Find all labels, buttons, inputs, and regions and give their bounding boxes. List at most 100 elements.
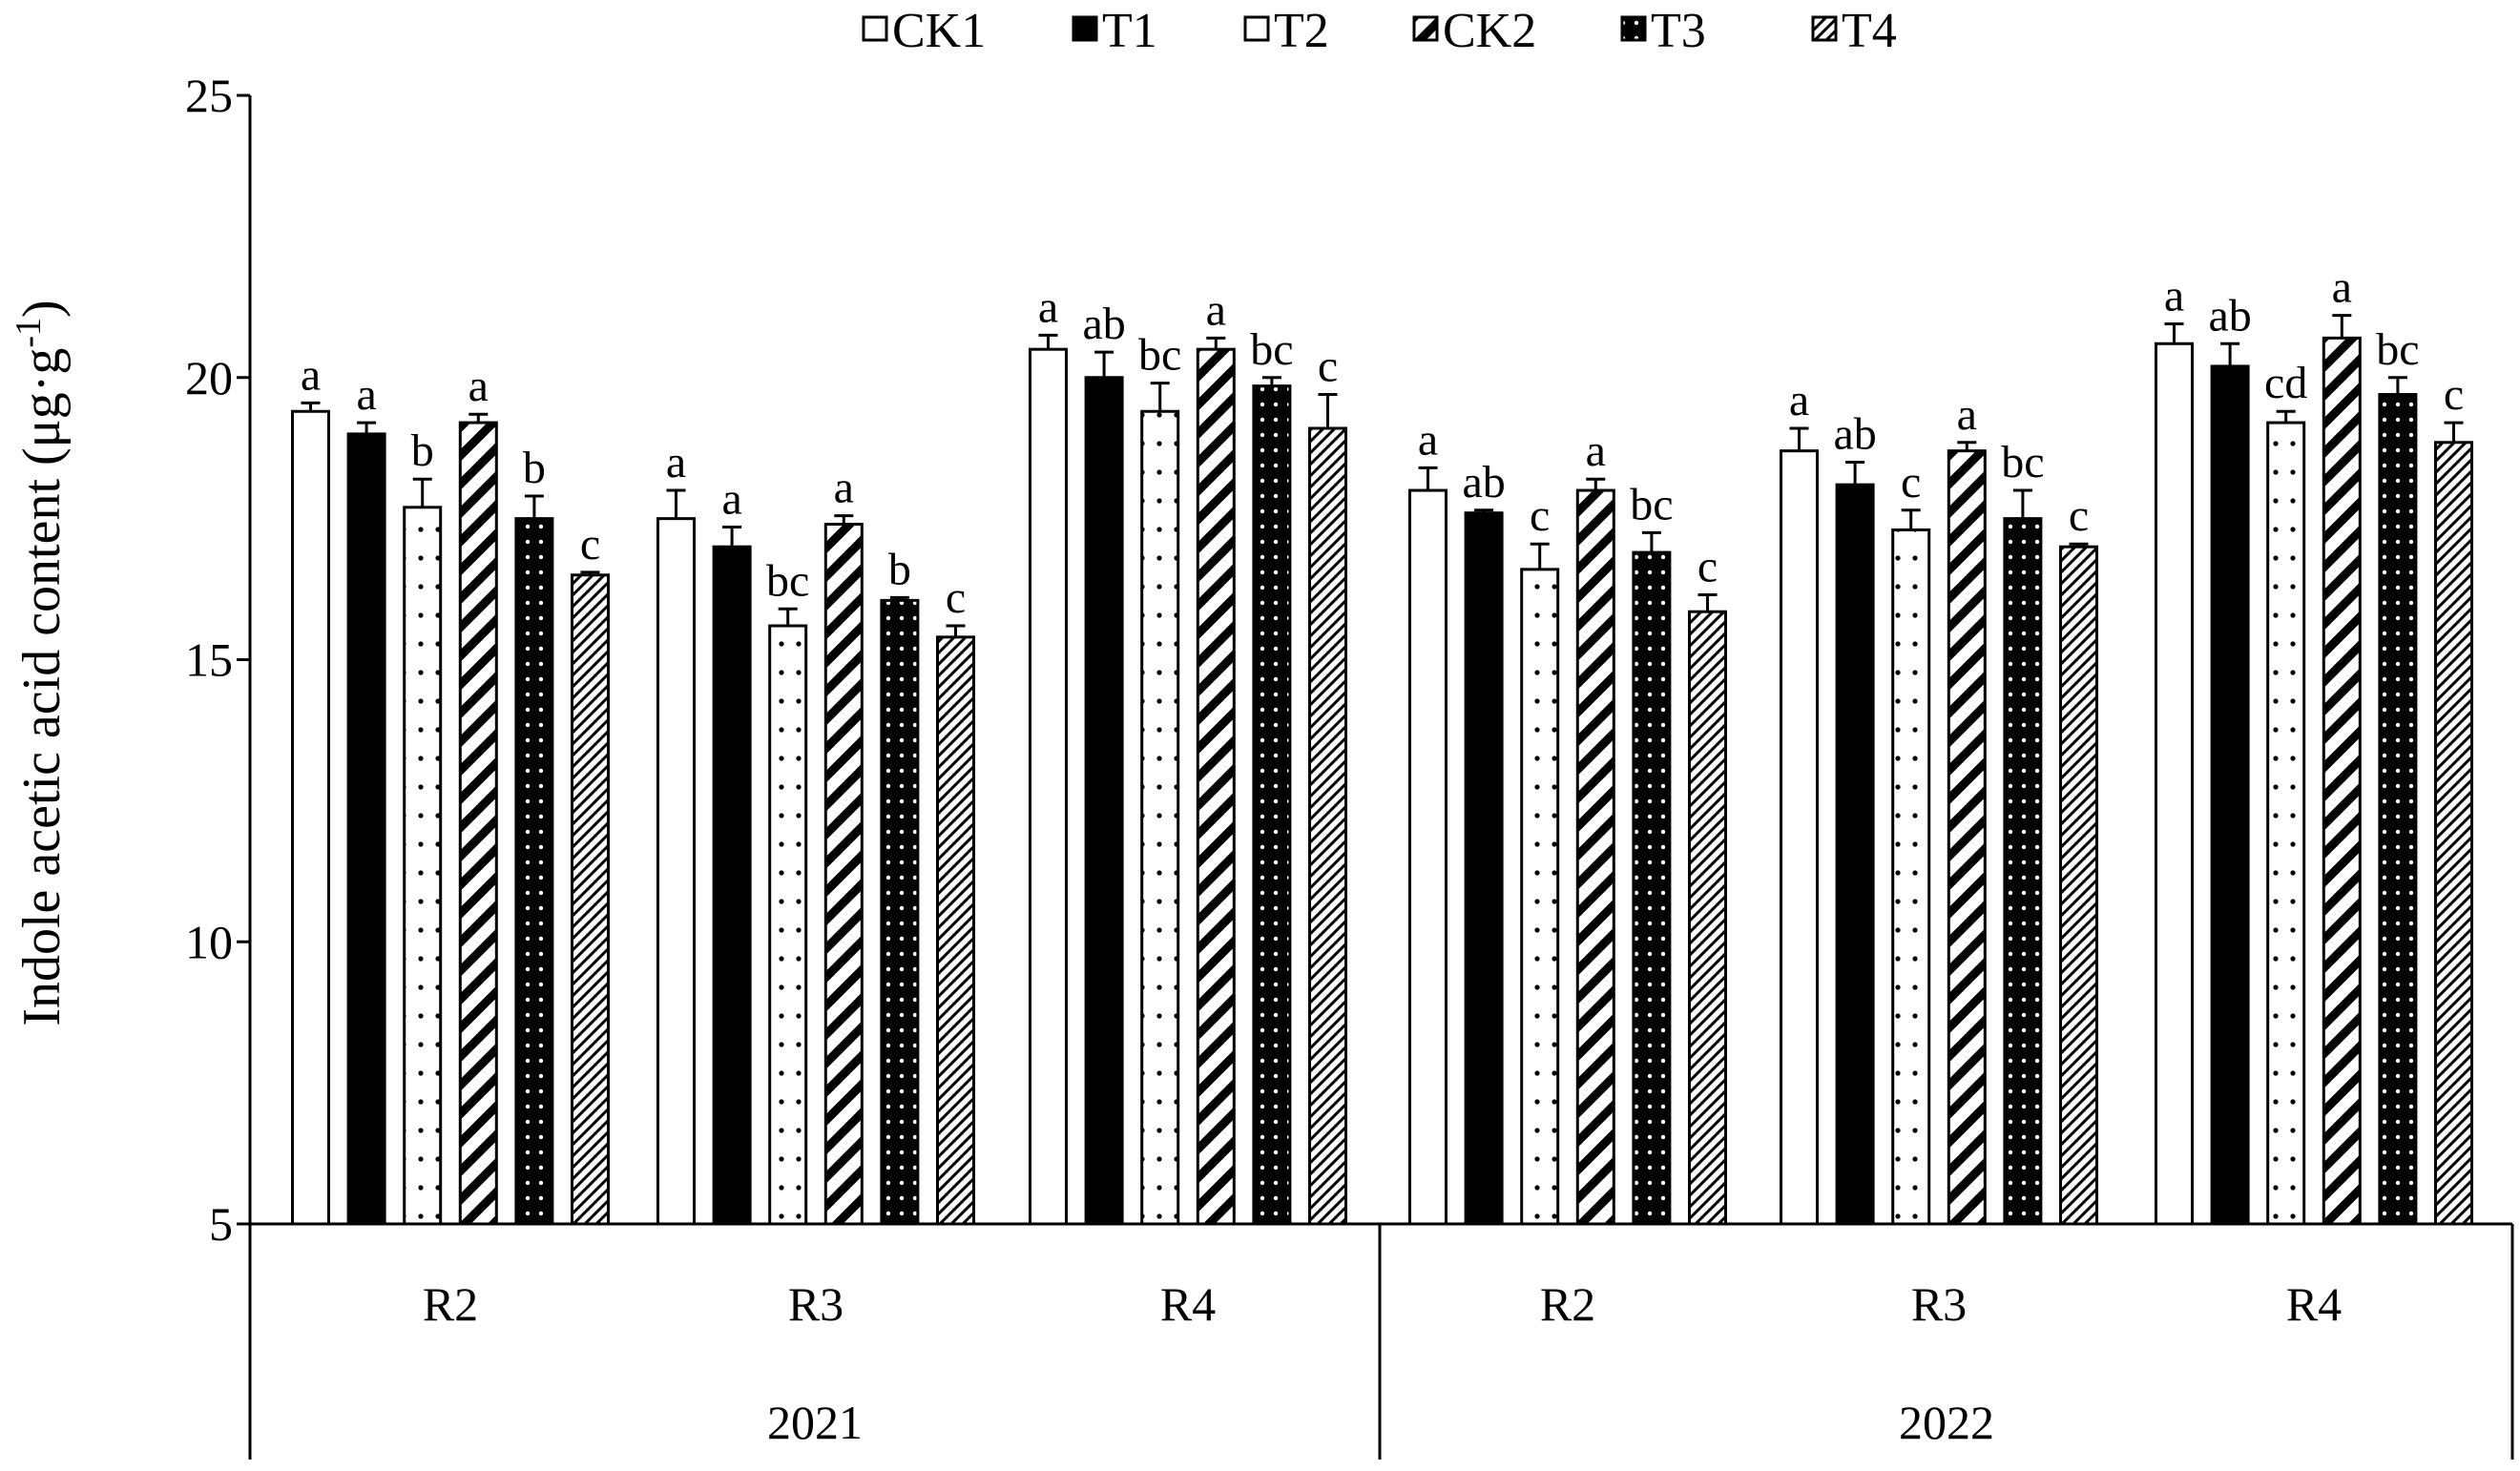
bar [1780, 449, 1819, 1226]
significance-label: cd [2264, 358, 2307, 408]
bar [514, 517, 554, 1226]
bar [1688, 610, 1727, 1226]
legend-label: T4 [1842, 4, 1897, 58]
significance-label: b [523, 443, 546, 493]
y-tick-label: 5 [209, 1197, 233, 1251]
bar [1140, 409, 1180, 1226]
bar [823, 523, 864, 1226]
legend-item-T4: T4 [1811, 4, 1897, 58]
bar [2378, 392, 2418, 1226]
x-group-label: 2022 [1899, 1396, 1994, 1449]
y-axis-label-superscript: -1 [9, 318, 49, 348]
bar [2434, 441, 2473, 1226]
bar [1408, 488, 1447, 1226]
bar [346, 432, 386, 1226]
bar [712, 545, 752, 1226]
significance-label: a [469, 361, 489, 411]
bars: aaaaaaaaababababbbcbccccdaaaaaabbbcbcbcb… [291, 262, 2473, 1226]
y-axis-label-main: Indole acetic acid content (μg·g [12, 348, 72, 1026]
significance-label: a [2332, 262, 2352, 313]
significance-label: a [301, 349, 321, 400]
legend-label: T3 [1651, 4, 1706, 58]
x-category-label: R2 [423, 1277, 478, 1331]
bar [2155, 342, 2194, 1226]
legend-swatch [1620, 15, 1647, 42]
legend-label: T1 [1102, 4, 1157, 58]
significance-label: b [888, 544, 911, 594]
significance-label: c [580, 519, 600, 570]
bar [768, 624, 808, 1226]
bar [656, 517, 696, 1226]
legend-swatch [1072, 15, 1098, 42]
y-tick-label: 10 [185, 915, 233, 968]
bar [880, 598, 920, 1226]
significance-label: a [2164, 271, 2184, 321]
bar [1084, 376, 1124, 1226]
significance-label: b [411, 425, 434, 476]
significance-label: a [1586, 425, 1606, 476]
significance-label: bc [2376, 324, 2419, 375]
legend-swatch [1811, 15, 1838, 42]
significance-label: a [1418, 414, 1438, 465]
y-tick-label: 25 [185, 69, 233, 122]
significance-label: bc [1250, 324, 1293, 375]
significance-label: a [834, 463, 854, 513]
significance-label: ab [1082, 299, 1125, 349]
significance-label: bc [766, 555, 809, 606]
bar [458, 421, 498, 1226]
bar [1464, 511, 1504, 1226]
bar [2210, 364, 2250, 1226]
bar [571, 573, 610, 1226]
bar [1947, 449, 1987, 1226]
bar [403, 506, 443, 1226]
significance-label: a [1789, 375, 1809, 425]
bar [1252, 384, 1292, 1226]
legend-swatch [1243, 15, 1270, 42]
y-axis-ticks: 5 10 15 20 25 [185, 69, 250, 1251]
legend: CK1 T1 T2 CK2 T3 T4 [862, 4, 1897, 58]
legend-label: T2 [1274, 4, 1329, 58]
significance-label: bc [2001, 437, 2044, 487]
x-category-label: R4 [1160, 1277, 1216, 1331]
bar [1196, 347, 1236, 1226]
significance-label: a [1206, 284, 1226, 335]
legend-item-T1: T1 [1072, 4, 1157, 58]
x-axis-labels: R2 R3 R4 R2 R3 R4 2021 2022 [423, 1277, 2342, 1449]
bar [1891, 528, 1931, 1226]
bar [1029, 347, 1068, 1226]
x-category-label: R2 [1540, 1277, 1595, 1331]
significance-label: bc [1630, 479, 1673, 529]
significance-label: c [1318, 341, 1338, 391]
bar [1575, 488, 1615, 1226]
legend-item-T2: T2 [1243, 4, 1329, 58]
bar [1520, 568, 1560, 1226]
significance-label: a [666, 437, 686, 487]
significance-label: a [1038, 281, 1058, 332]
bar [936, 635, 975, 1226]
significance-label: a [356, 369, 376, 420]
x-category-label: R3 [1911, 1277, 1967, 1331]
bar [2059, 545, 2098, 1226]
x-category-label: R4 [2286, 1277, 2342, 1331]
significance-label: c [946, 572, 966, 623]
series-T3: b b bc bc bc bc [514, 324, 2420, 1226]
x-category-label: R3 [788, 1277, 843, 1331]
bar [1632, 550, 1672, 1226]
legend-swatch [1412, 15, 1439, 42]
series-T4: c c c c c c [571, 341, 2473, 1226]
y-axis-label-close: ) [12, 300, 72, 318]
significance-label: c [2444, 369, 2464, 420]
legend-item-CK1: CK1 [862, 4, 986, 58]
significance-label: ab [1462, 457, 1505, 508]
significance-label: c [1530, 490, 1550, 541]
bar [2266, 421, 2306, 1226]
legend-item-CK2: CK2 [1412, 4, 1536, 58]
significance-label: ab [1833, 408, 1876, 459]
bar [291, 409, 330, 1226]
significance-label: ab [2208, 290, 2251, 341]
